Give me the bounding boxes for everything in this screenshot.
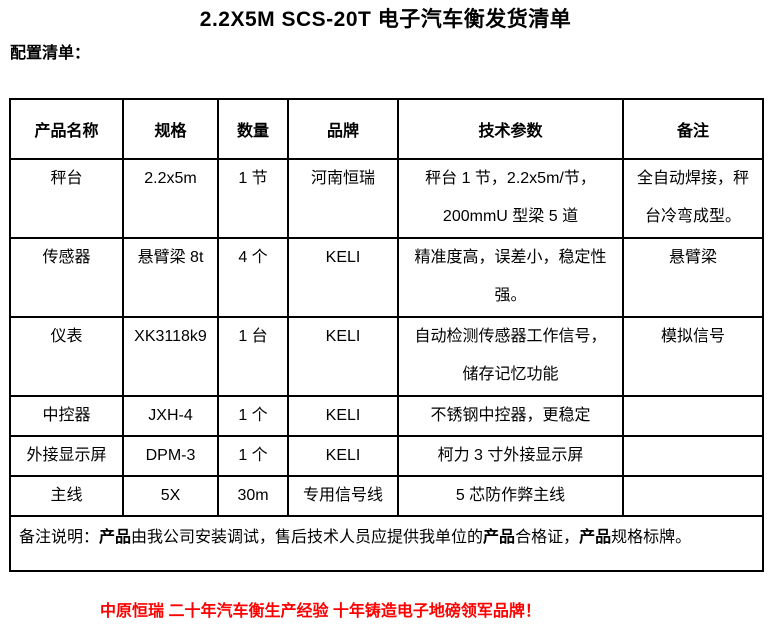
footer-note-label: 备注说明：	[19, 529, 100, 546]
tech-line: 强。	[494, 287, 527, 304]
cell-product: 仪表	[9, 316, 124, 397]
col-header-qty: 数量	[217, 98, 289, 160]
col-header-tech: 技术参数	[397, 98, 624, 160]
col-header-note: 备注	[622, 98, 764, 160]
table-row-indicator: 仪表 XK3118k9 1 台 KELI 自动检测传感器工作信号， 储存记忆功能…	[9, 316, 764, 397]
tech-line: 不锈钢中控器，更稳定	[430, 407, 591, 424]
col-header-product: 产品名称	[9, 98, 124, 160]
cell-qty: 4 个	[217, 237, 289, 318]
cell-note	[622, 475, 764, 517]
cell-product: 主线	[9, 475, 124, 517]
cell-qty: 1 节	[217, 158, 289, 239]
document-page: 2.2X5M SCS-20T 电子汽车衡发货清单 配置清单： 产品名称 规格 数…	[0, 8, 771, 633]
cell-brand: 专用信号线	[287, 475, 399, 517]
cell-qty: 1 台	[217, 316, 289, 397]
cell-tech: 5 芯防作弊主线	[397, 475, 624, 517]
tech-line: 储存记忆功能	[462, 366, 559, 383]
tech-line: 5 芯防作弊主线	[455, 487, 566, 504]
cell-note: 模拟信号	[622, 316, 764, 397]
cell-product: 中控器	[9, 395, 124, 437]
cell-spec: XK3118k9	[122, 316, 219, 397]
tech-line: 精准度高，误差小，稳定性	[414, 249, 607, 266]
note-line: 悬臂梁	[668, 249, 717, 266]
cell-spec: JXH-4	[122, 395, 219, 437]
cell-note	[622, 435, 764, 477]
cell-brand: 河南恒瑞	[287, 158, 399, 239]
cell-brand: KELI	[287, 435, 399, 477]
table-row-controller: 中控器 JXH-4 1 个 KELI 不锈钢中控器，更稳定	[9, 395, 764, 437]
note-line: 全自动焊接，秤	[636, 170, 749, 187]
cell-brand: KELI	[287, 237, 399, 318]
cell-qty: 1 个	[217, 435, 289, 477]
cell-product: 秤台	[9, 158, 124, 239]
table-footer-row: 备注说明：产品由我公司安装调试，售后技术人员应提供我单位的产品合格证，产品规格标…	[9, 515, 764, 572]
cell-tech: 自动检测传感器工作信号， 储存记忆功能	[397, 316, 624, 397]
table-row-platform: 秤台 2.2x5m 1 节 河南恒瑞 秤台 1 节，2.2x5m/节， 200m…	[9, 158, 764, 239]
cell-note: 悬臂梁	[622, 237, 764, 318]
table-row-main-cable: 主线 5X 30m 专用信号线 5 芯防作弊主线	[9, 475, 764, 517]
section-label: 配置清单：	[10, 45, 91, 62]
cell-note: 全自动焊接，秤 台冷弯成型。	[622, 158, 764, 239]
tech-line: 柯力 3 寸外接显示屏	[437, 447, 584, 464]
cell-qty: 30m	[217, 475, 289, 517]
footer-note: 备注说明：产品由我公司安装调试，售后技术人员应提供我单位的产品合格证，产品规格标…	[9, 515, 764, 572]
cell-tech: 柯力 3 寸外接显示屏	[397, 435, 624, 477]
cell-product: 外接显示屏	[9, 435, 124, 477]
cell-tech: 精准度高，误差小，稳定性 强。	[397, 237, 624, 318]
cell-spec: DPM-3	[122, 435, 219, 477]
tech-line: 200mmU 型梁 5 道	[442, 208, 579, 225]
cell-spec: 5X	[122, 475, 219, 517]
tech-line: 秤台 1 节，2.2x5m/节，	[425, 170, 596, 187]
cell-brand: KELI	[287, 395, 399, 437]
cell-spec: 2.2x5m	[122, 158, 219, 239]
note-line: 台冷弯成型。	[644, 208, 741, 225]
footer-note-bold: 产品	[579, 529, 612, 546]
cell-product: 传感器	[9, 237, 124, 318]
footer-note-text: 合格证，	[515, 529, 580, 546]
footer-note-bold: 产品	[483, 529, 516, 546]
table-row-sensor: 传感器 悬臂梁 8t 4 个 KELI 精准度高，误差小，稳定性 强。 悬臂梁	[9, 237, 764, 318]
col-header-spec: 规格	[122, 98, 219, 160]
tech-line: 自动检测传感器工作信号，	[414, 328, 607, 345]
footer-note-text: 规格标牌。	[611, 529, 692, 546]
cell-spec: 悬臂梁 8t	[122, 237, 219, 318]
cell-brand: KELI	[287, 316, 399, 397]
cell-tech: 秤台 1 节，2.2x5m/节， 200mmU 型梁 5 道	[397, 158, 624, 239]
footer-note-bold: 产品	[99, 529, 132, 546]
cell-qty: 1 个	[217, 395, 289, 437]
note-line: 模拟信号	[660, 328, 725, 345]
page-title: 2.2X5M SCS-20T 电子汽车衡发货清单	[199, 8, 572, 31]
table-header-row: 产品名称 规格 数量 品牌 技术参数 备注	[9, 98, 764, 160]
brand-slogan: 中原恒瑞 二十年汽车衡生产经验 十年铸造电子地磅领军品牌！	[100, 603, 541, 620]
table-row-external-display: 外接显示屏 DPM-3 1 个 KELI 柯力 3 寸外接显示屏	[9, 435, 764, 477]
cell-tech: 不锈钢中控器，更稳定	[397, 395, 624, 437]
footer-note-text: 由我公司安装调试，售后技术人员应提供我单位的	[131, 529, 484, 546]
shipping-list-table: 产品名称 规格 数量 品牌 技术参数 备注 秤台 2.2x5m 1 节 河南恒瑞…	[9, 98, 764, 572]
col-header-brand: 品牌	[287, 98, 399, 160]
cell-note	[622, 395, 764, 437]
